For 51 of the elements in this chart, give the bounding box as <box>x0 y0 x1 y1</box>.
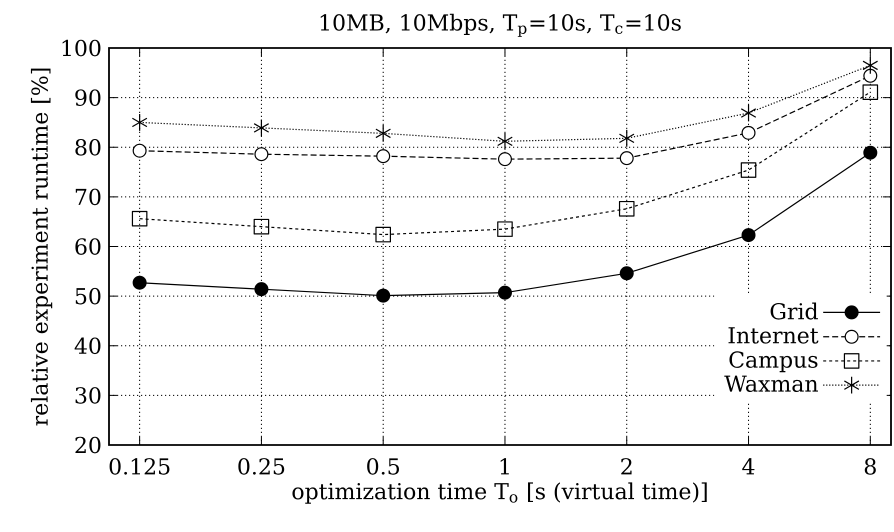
point <box>618 200 635 217</box>
y-tick-label: 80 <box>75 138 100 156</box>
point <box>863 68 878 83</box>
x-tick-label: 0.125 <box>110 458 170 475</box>
point <box>620 151 634 166</box>
chart-title: 10MB, 10Mbps, T$_{p}$=10s, T$_{c}$=10s <box>320 14 681 37</box>
y-tick-label: 70 <box>76 188 100 206</box>
y-tick-label: 90 <box>75 89 100 106</box>
point <box>375 226 391 242</box>
x-tick-label: 8 <box>864 458 876 475</box>
point <box>254 118 270 137</box>
x-tick-label: 1 <box>500 458 509 474</box>
x-tick-label: 2 <box>621 458 632 474</box>
y-tick-label: 60 <box>75 238 100 255</box>
legend-label: Grid <box>770 302 818 320</box>
y-tick-label: 50 <box>76 288 100 304</box>
point <box>740 104 756 122</box>
y-axis-title: relative experiment runtime [%] <box>30 68 52 426</box>
y-tick-label: 40 <box>74 337 100 354</box>
point <box>498 286 512 300</box>
point <box>376 288 390 303</box>
x-axis-title: optimization time T$_{o}$ [s (virtual time)] <box>292 482 707 504</box>
y-tick-label: 100 <box>62 40 100 56</box>
point <box>498 152 512 166</box>
point <box>740 162 756 178</box>
point <box>620 266 634 280</box>
y-tick-label: 20 <box>75 436 100 454</box>
point <box>376 149 390 164</box>
point <box>375 124 392 142</box>
point <box>132 144 147 158</box>
point <box>132 276 147 290</box>
x-tick-label: 0.5 <box>367 458 399 475</box>
point <box>497 132 513 150</box>
point <box>863 146 878 160</box>
point <box>742 228 756 242</box>
point <box>254 218 270 234</box>
point <box>132 210 148 227</box>
point <box>618 129 635 148</box>
legend-label: Internet <box>728 327 818 344</box>
point <box>862 56 878 74</box>
legend-label: Waxman <box>724 376 818 392</box>
point <box>132 113 148 132</box>
y-tick-label: 30 <box>76 387 100 404</box>
point <box>254 147 268 162</box>
point <box>862 84 878 100</box>
point <box>254 282 268 296</box>
legend-label: Campus <box>729 351 818 372</box>
x-tick-label: 0.25 <box>238 458 284 475</box>
point <box>742 126 756 140</box>
point <box>497 221 513 237</box>
x-tick-label: 4 <box>742 458 754 474</box>
